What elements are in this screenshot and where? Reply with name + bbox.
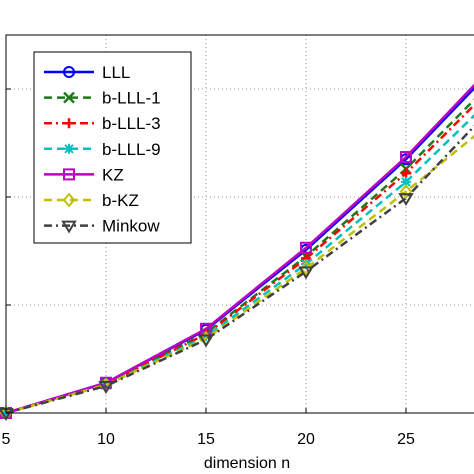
square-marker — [300, 241, 312, 254]
series-line-b-lll-3 — [5, 103, 474, 415]
legend-label: KZ — [102, 165, 124, 184]
diamond-marker — [62, 192, 76, 208]
diamond-marker — [399, 184, 413, 200]
legend-item-b-lll-3: b-LLL-3 — [44, 114, 161, 133]
x-tick-label: 10 — [97, 431, 115, 448]
series-line-minkow — [5, 124, 474, 415]
legend: LLL b-LLL-1 b-LLL-3 b-LLL-9 KZ b-KZ Minkow — [33, 51, 192, 244]
series-line-b-lll-1 — [5, 98, 474, 415]
star-marker — [301, 258, 311, 269]
star-marker — [401, 176, 411, 187]
legend-label: LLL — [102, 63, 130, 82]
plot-frame — [5, 34, 474, 414]
square-marker — [400, 151, 412, 164]
legend-item-b-lll-1: b-LLL-1 — [44, 89, 161, 108]
legend-label: b-LLL-1 — [102, 89, 161, 108]
legend-label: b-LLL-9 — [102, 140, 161, 159]
square-marker — [63, 168, 75, 181]
x-tick-label: 25 — [397, 431, 415, 448]
series-line-kz — [5, 83, 474, 415]
x-ticks: 5 10 15 20 25 — [2, 88, 415, 448]
star-marker — [64, 143, 74, 154]
legend-item-kz: KZ — [44, 165, 124, 184]
legend-item-lll: LLL — [44, 63, 130, 82]
star-marker — [101, 379, 111, 390]
series-line-b-kz — [5, 134, 474, 415]
triangle-down-marker — [298, 266, 314, 280]
legend-label: b-KZ — [102, 191, 139, 210]
triangle-down-marker — [398, 193, 414, 207]
triangle-down-marker — [98, 381, 114, 394]
legend-item-minkow: Minkow — [44, 217, 160, 236]
plus-marker — [64, 118, 74, 129]
x-marker — [63, 91, 75, 104]
circle-marker — [63, 66, 75, 78]
triangle-down-marker — [61, 220, 77, 234]
legend-item-b-kz: b-KZ — [44, 191, 139, 210]
x-tick-label: 15 — [197, 431, 215, 448]
legend-item-b-lll-9: b-LLL-9 — [44, 140, 161, 159]
series-minkow — [0, 124, 474, 421]
x-tick-label: 5 — [2, 431, 11, 448]
x-tick-label: 20 — [297, 431, 315, 448]
legend-box — [33, 51, 192, 244]
diamond-marker — [299, 260, 313, 276]
series-line-b-lll-9 — [5, 114, 474, 415]
legend-label: Minkow — [102, 217, 160, 236]
triangle-down-marker — [198, 334, 214, 348]
x-axis-label: dimension n — [204, 455, 290, 472]
legend-label: b-LLL-3 — [102, 114, 161, 133]
plus-marker — [401, 168, 411, 179]
